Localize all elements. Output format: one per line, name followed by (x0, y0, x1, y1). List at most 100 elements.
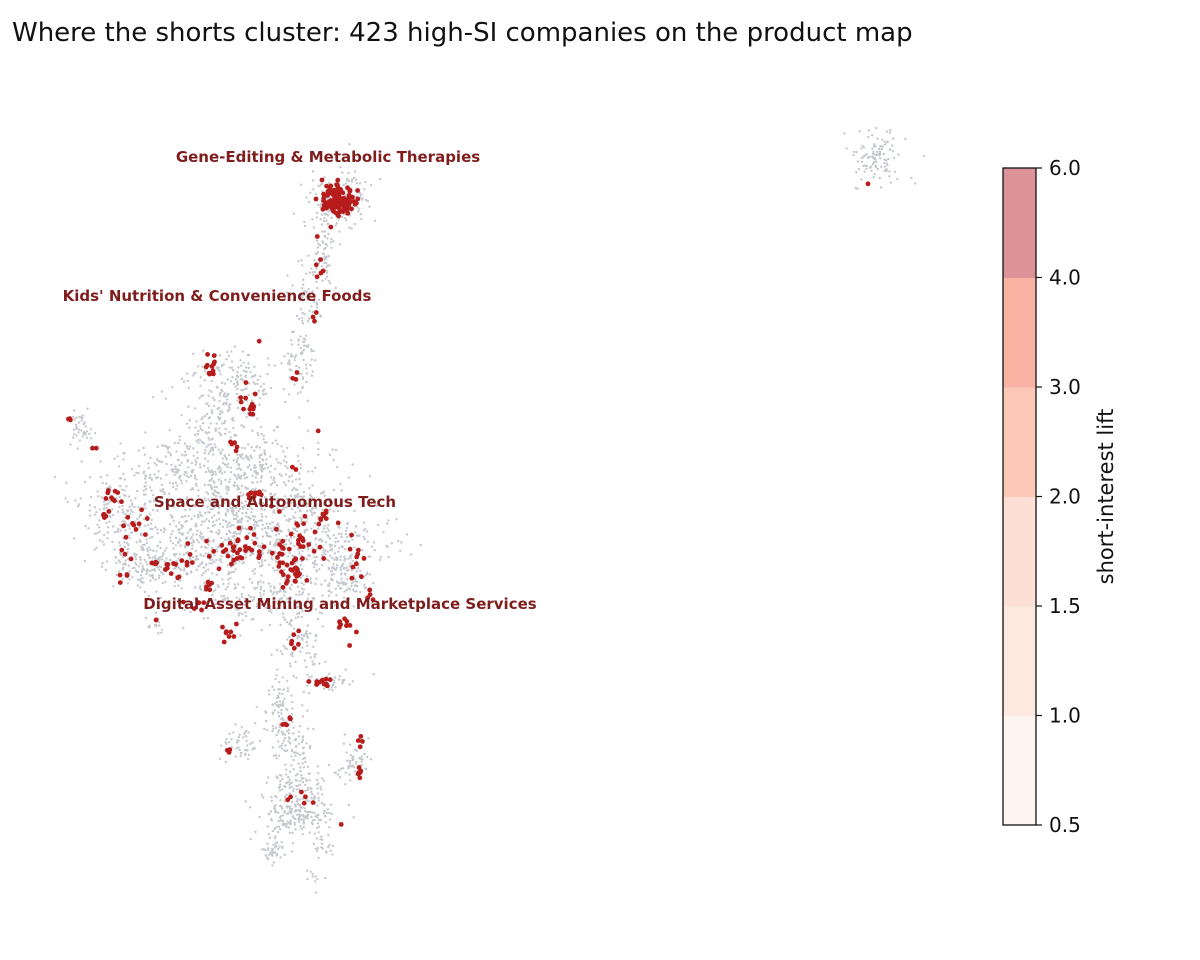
background-point (310, 358, 313, 361)
background-point (303, 224, 307, 228)
background-point (74, 499, 77, 502)
background-point (215, 498, 218, 501)
background-point (283, 594, 286, 597)
background-point (266, 466, 270, 469)
background-point (213, 560, 216, 564)
background-point (267, 857, 270, 861)
high-si-point (312, 529, 318, 535)
background-point (302, 814, 305, 817)
background-point (93, 532, 97, 535)
background-point (299, 463, 302, 466)
background-point (311, 872, 314, 876)
background-point (311, 596, 314, 600)
background-point (355, 181, 358, 185)
background-point (309, 632, 312, 635)
background-point (308, 744, 312, 748)
background-point (243, 505, 246, 508)
background-point (294, 795, 297, 798)
background-point (231, 535, 235, 538)
background-point (876, 167, 879, 171)
background-point (879, 152, 882, 156)
background-point (283, 514, 286, 518)
background-point (218, 418, 221, 421)
background-point (273, 688, 276, 691)
high-si-point (191, 606, 197, 611)
background-point (182, 626, 185, 630)
background-point (306, 684, 309, 687)
background-point (275, 569, 279, 572)
background-point (306, 644, 309, 647)
background-point (148, 624, 151, 627)
background-point (376, 523, 380, 527)
background-point (189, 488, 192, 491)
high-si-point (123, 534, 129, 540)
background-point (277, 740, 280, 743)
background-point (300, 740, 304, 744)
high-si-point (347, 623, 353, 628)
background-point (105, 506, 109, 509)
background-point (904, 137, 907, 141)
background-point (289, 665, 292, 668)
background-point (201, 429, 204, 432)
background-point (72, 436, 75, 439)
background-point (306, 399, 309, 402)
background-point (272, 478, 275, 482)
background-point (290, 339, 293, 342)
high-si-point (205, 352, 211, 357)
background-point (144, 616, 148, 619)
background-point (178, 435, 181, 438)
background-point (161, 581, 165, 585)
background-point (111, 508, 114, 511)
background-point (168, 523, 172, 526)
background-point (133, 553, 136, 556)
background-point (185, 519, 188, 523)
background-point (145, 487, 148, 491)
background-point (336, 465, 339, 469)
background-point (311, 170, 315, 173)
background-point (128, 570, 131, 573)
high-si-point (184, 562, 190, 568)
background-point (223, 382, 226, 385)
high-si-point (300, 544, 306, 550)
high-si-point (212, 359, 217, 365)
background-point (274, 702, 277, 705)
high-si-point (334, 196, 339, 202)
background-point (89, 428, 93, 431)
background-point (304, 363, 308, 366)
background-point (278, 604, 282, 607)
background-point (269, 493, 273, 496)
cluster-label: Space and Autonomous Tech (154, 493, 396, 511)
background-point (328, 826, 331, 829)
background-point (325, 219, 328, 222)
background-point (339, 555, 343, 558)
background-point (212, 493, 215, 497)
background-point (96, 490, 99, 493)
background-point (306, 817, 309, 820)
background-point (290, 369, 293, 372)
background-point (140, 545, 143, 549)
background-point (352, 605, 355, 608)
high-si-point (248, 525, 253, 531)
background-point (156, 476, 160, 479)
background-point (150, 518, 153, 522)
background-point (226, 398, 229, 401)
background-point (291, 842, 295, 845)
high-si-point (227, 540, 233, 546)
background-point (298, 783, 301, 786)
high-si-point (349, 575, 355, 581)
background-point (139, 586, 142, 589)
background-point (225, 738, 228, 741)
background-point (78, 416, 81, 419)
background-point (287, 520, 291, 523)
background-point (242, 586, 245, 589)
background-point (248, 382, 251, 385)
background-point (271, 592, 275, 596)
background-point (178, 579, 182, 582)
background-point (195, 420, 198, 423)
background-point (353, 748, 357, 751)
background-point (240, 453, 244, 456)
background-point (354, 525, 358, 528)
background-point (293, 817, 296, 820)
background-point (215, 494, 218, 498)
background-point (252, 381, 255, 384)
